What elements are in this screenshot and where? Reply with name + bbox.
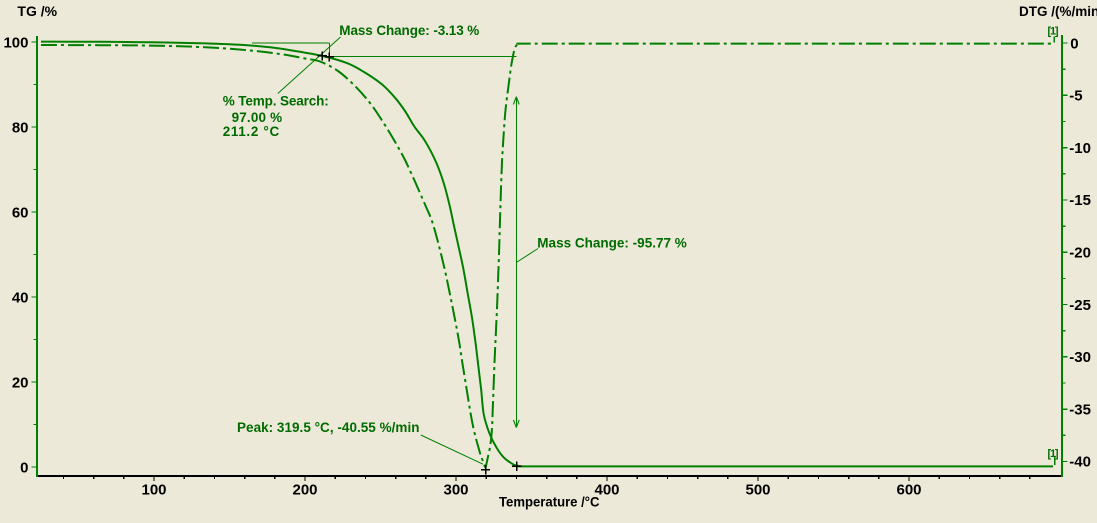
svg-text:-20: -20 [1069,245,1091,262]
svg-text:TG /%: TG /% [17,3,57,19]
svg-text:400: 400 [594,481,619,498]
svg-text:211.2 °C: 211.2 °C [223,124,280,139]
svg-text:-30: -30 [1069,349,1091,366]
svg-text:0: 0 [1070,35,1078,52]
svg-text:0: 0 [20,459,28,476]
svg-text:500: 500 [745,481,770,498]
svg-text:100: 100 [3,34,28,51]
svg-text:20: 20 [12,374,29,391]
svg-text:Peak: 319.5 °C, -40.55 %/min: Peak: 319.5 °C, -40.55 %/min [237,420,420,435]
svg-text:Temperature /°C: Temperature /°C [499,495,600,510]
svg-text:% Temp. Search:: % Temp. Search: [223,94,329,109]
svg-text:200: 200 [292,481,317,498]
svg-text:80: 80 [12,119,29,136]
svg-text:DTG /(%/min): DTG /(%/min) [1019,4,1097,19]
svg-text:600: 600 [896,481,921,498]
svg-text:-15: -15 [1069,192,1091,209]
svg-text:-25: -25 [1069,297,1091,314]
svg-text:-10: -10 [1069,140,1091,157]
svg-text:97.00 %: 97.00 % [232,110,283,125]
svg-text:Mass Change: -95.77 %: Mass Change: -95.77 % [537,236,687,251]
svg-text:100: 100 [141,481,166,498]
svg-text:60: 60 [12,204,29,221]
svg-text:[1]: [1] [1048,25,1059,37]
svg-text:300: 300 [443,481,468,498]
svg-text:-40: -40 [1069,454,1091,471]
svg-text:Mass Change: -3.13 %: Mass Change: -3.13 % [339,23,479,38]
svg-text:[1]: [1] [1048,448,1059,460]
svg-text:-35: -35 [1069,401,1091,418]
svg-text:40: 40 [12,289,29,306]
svg-text:-5: -5 [1069,88,1082,105]
